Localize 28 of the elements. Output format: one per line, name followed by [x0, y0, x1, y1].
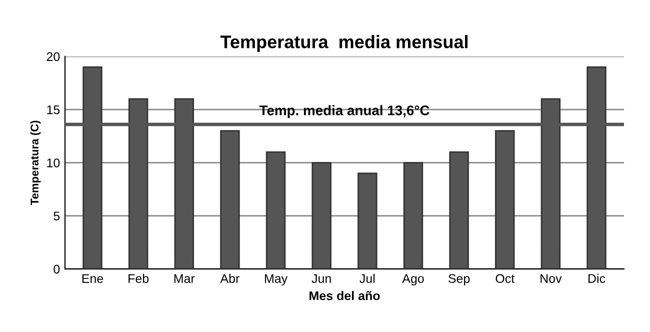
x-tick-label: Jul: [360, 274, 375, 283]
x-tick-label: Nov: [540, 274, 562, 283]
y-tick-label: 0: [54, 264, 60, 274]
y-tick-label: 5: [54, 212, 60, 220]
y-tick-label: 20: [46, 52, 60, 62]
x-tick-label: Dic: [588, 274, 606, 283]
x-tick-label: Oct: [496, 274, 514, 283]
x-tick-label: Jun: [312, 274, 331, 283]
y-tick-label: 15: [47, 105, 60, 114]
x-tick-label: Ene: [82, 274, 104, 283]
x-tick-label: Abr: [220, 274, 240, 283]
bar: [266, 151, 286, 269]
x-tick-label: Ago: [402, 274, 424, 286]
bar: [220, 130, 240, 269]
chart-title: Temperatura media mensual: [220, 35, 468, 52]
bar: [495, 130, 515, 269]
bar: [358, 172, 378, 269]
x-tick-label: Sep: [448, 274, 470, 286]
ref-line-label: Temp. media anual 13,6°C: [259, 105, 430, 118]
x-tick-label: May: [264, 274, 288, 286]
y-axis-title: Temperatura (C): [30, 120, 41, 206]
bar: [403, 162, 424, 269]
x-tick-label: Mar: [174, 274, 195, 283]
y-tick-label: 10: [47, 158, 60, 168]
bar: [312, 162, 332, 269]
bar: [449, 151, 469, 269]
x-axis-title: Mes del año: [310, 290, 380, 300]
x-tick-label: Feb: [128, 274, 149, 283]
